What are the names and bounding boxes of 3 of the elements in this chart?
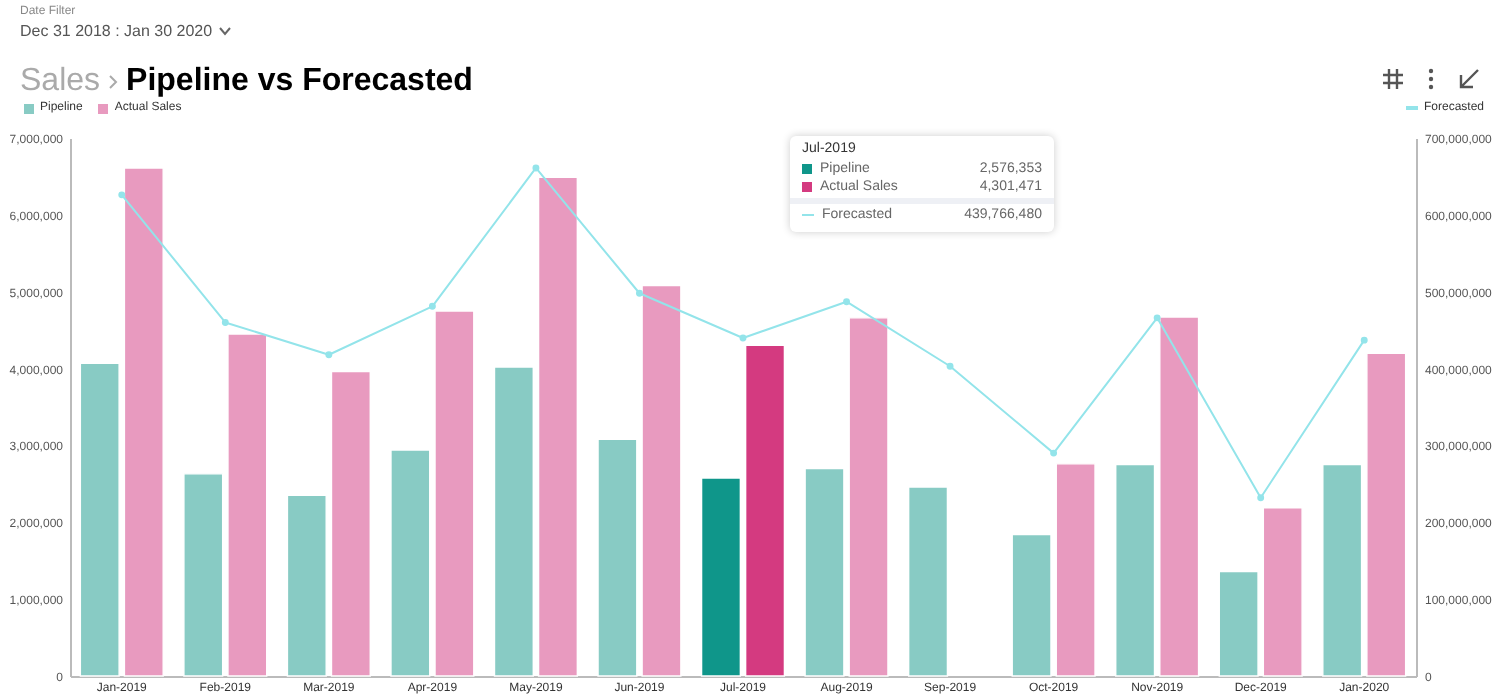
chart-subtitle: Sales: [20, 64, 101, 100]
text: Dec 31 2018 : Jan 30 2020: [20, 22, 213, 40]
chart-title: Pipeline vs Forecasted: [126, 64, 473, 100]
